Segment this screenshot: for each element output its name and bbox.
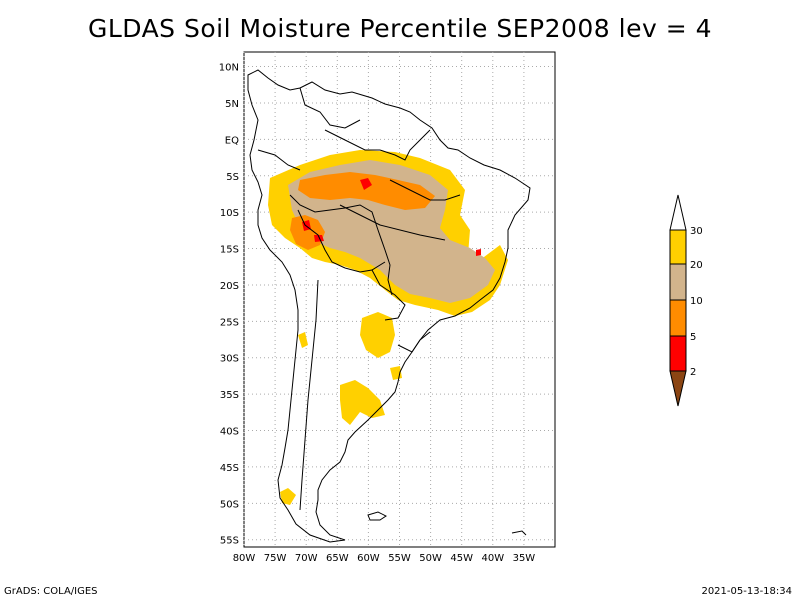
lon-label: 70W [295,553,318,564]
shade-orange-north [298,172,435,210]
border-peru-bolivia [297,209,346,269]
border-brazil-states-2 [339,204,446,241]
falklands-outline [367,511,387,521]
coastlines [247,69,531,543]
legend-box-5-10 [669,299,687,337]
border-paraguay [371,269,406,321]
lat-label: 40S [220,427,239,438]
lon-label: 35W [513,553,536,564]
lon-label: 45W [450,553,473,564]
lat-label: 10N [219,63,239,74]
shading-layer [268,150,508,505]
lat-label: EQ [225,135,239,146]
legend-colorbar [669,194,687,407]
lon-label: 40W [481,553,504,564]
border-bolivia-south [344,261,386,273]
shade-yellow-patagonia [280,488,296,505]
footer-credit: GrADS: COLA/IGES [4,586,98,597]
lat-label: 55S [220,536,239,547]
border-brazil-states-1 [389,179,461,201]
border-argentina-chile [299,279,319,511]
border-brazil-north [324,129,431,161]
legend-triangle-bottom [669,370,687,407]
lon-label: 65W [326,553,349,564]
lon-label: 50W [419,553,442,564]
lat-label: 5S [226,172,239,183]
shade-red-3 [314,235,324,242]
shade-yellow-south-1 [340,380,385,425]
lat-label: 30S [220,354,239,365]
lat-label: 20S [220,281,239,292]
shade-red-5 [476,249,481,256]
lon-label: 80W [233,553,256,564]
lon-label: 55W [388,553,411,564]
latitude-labels: 10N 5N EQ 5S 10S 15S 20S 25S 30S 35S 40S 45S 50S 55S [219,63,239,547]
shade-yellow-south-3 [298,332,308,348]
legend-labels: 30 20 10 5 2 [690,226,703,378]
legend-label-10: 10 [690,296,703,307]
lon-label: 75W [264,553,287,564]
footer-timestamp: 2021-05-13-18:34 [701,586,792,597]
longitude-labels: 80W 75W 70W 65W 60W 55W 50W 45W 40W 35W [233,553,536,564]
lat-label: 15S [220,245,239,256]
legend-triangle-top [669,194,687,231]
legend-label-2: 2 [690,367,696,378]
lat-label: 25S [220,317,239,328]
border-brazil-west [289,194,393,296]
legend-label-20: 20 [690,260,703,271]
continent-outline [247,69,531,543]
border-uruguay [397,331,431,353]
shade-red-1 [360,178,372,190]
legend-box-2-5 [669,335,687,372]
border-colombia-venezuela [299,87,361,129]
legend-label-30: 30 [690,226,703,237]
lat-label: 50S [220,499,239,510]
legend-box-20-30 [669,229,687,265]
border-ecuador [257,149,301,171]
lat-label: 45S [220,463,239,474]
shade-yellow-south-2 [360,312,395,358]
legend-label-5: 5 [690,332,696,343]
legend-box-10-20 [669,263,687,301]
map-title: GLDAS Soil Moisture Percentile SEP2008 l… [87,14,713,43]
lon-label: 60W [357,553,380,564]
lat-label: 10S [220,208,239,219]
lat-label: 35S [220,390,239,401]
island-south-georgia [511,530,527,536]
lat-label: 5N [225,99,239,110]
